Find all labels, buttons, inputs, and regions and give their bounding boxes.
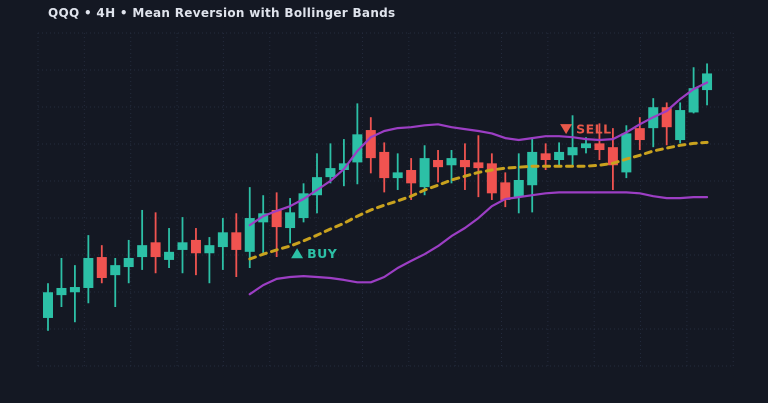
candle-up	[338, 139, 349, 187]
candle-up	[56, 258, 67, 308]
candle-up	[177, 217, 188, 274]
candle-up	[43, 283, 53, 331]
candle-down	[231, 213, 242, 278]
candle-up	[675, 102, 686, 144]
candle-down	[594, 123, 605, 161]
candle-up	[567, 115, 578, 166]
candle-up	[217, 218, 228, 270]
candle-up	[312, 153, 322, 214]
candle-up	[513, 153, 524, 214]
candle-down	[150, 212, 161, 274]
candle-up	[110, 258, 121, 308]
candle-up	[164, 228, 175, 269]
candle-up	[204, 237, 215, 284]
candle-down	[96, 245, 107, 284]
candle-up	[123, 239, 134, 284]
chart-title: QQQ • 4H • Mean Reversion with Bollinger…	[48, 6, 396, 20]
bollinger-basis-line	[248, 140, 709, 261]
candle-down	[190, 228, 201, 276]
up-triangle-icon	[291, 248, 304, 259]
candle-up	[648, 98, 659, 148]
buy-marker-label: BUY	[307, 246, 338, 261]
down-triangle-icon	[560, 124, 573, 135]
candle-down	[634, 117, 645, 151]
candle-down	[500, 172, 511, 208]
candle-up	[137, 209, 148, 270]
sell-marker-label: SELL	[576, 122, 611, 137]
candle-up	[352, 103, 363, 185]
candles-layer	[43, 63, 713, 331]
candle-down	[365, 117, 376, 174]
candle-up	[527, 137, 538, 213]
candle-down	[379, 142, 390, 193]
candle-up	[446, 150, 457, 184]
candle-up	[325, 143, 336, 184]
candle-down	[486, 153, 497, 200]
candle-up	[419, 145, 430, 196]
candle-up	[244, 187, 255, 269]
candle-up	[83, 235, 94, 304]
candle-up	[298, 183, 309, 223]
bollinger-lower-band-line	[248, 191, 709, 296]
candle-down	[473, 135, 484, 198]
candle-up	[392, 153, 403, 190]
candle-up	[258, 195, 269, 256]
candle-up	[621, 125, 632, 179]
candle-down	[459, 143, 470, 190]
buy-marker: BUY	[291, 246, 338, 261]
candle-down	[433, 150, 444, 183]
grid-layer	[37, 32, 734, 367]
candle-down	[406, 158, 417, 200]
bollinger-upper-band-line	[248, 81, 709, 227]
candle-up	[554, 142, 565, 168]
sell-marker: SELL	[560, 122, 611, 137]
candle-up	[69, 265, 80, 323]
candle-down	[271, 192, 282, 258]
